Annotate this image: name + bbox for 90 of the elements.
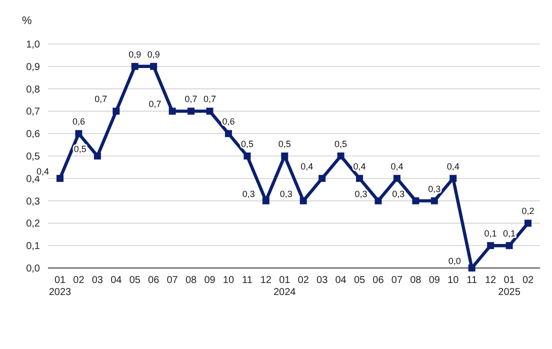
x-tick-label: 02 [522,275,534,286]
data-label: 0,4 [353,161,366,172]
point [487,242,494,250]
data-label: 0,7 [148,99,162,110]
point [281,152,288,160]
point [506,242,513,250]
x-tick-label: 10 [448,275,460,286]
point [300,197,307,204]
y-tick-label: 0,6 [26,129,40,140]
data-label: 0,3 [280,188,292,199]
x-tick-label: 08 [185,275,198,286]
y-tick-label: 0,5 [26,152,40,162]
x-tick-label: 02 [73,275,85,286]
y-tick-label: 0,9 [26,62,40,73]
data-label: 0,4 [446,161,460,172]
x-tick-label: 01 2025 [498,275,521,298]
x-tick-label: 11 [466,275,478,286]
data-label: 0,9 [128,49,142,60]
data-label: 0,7 [94,94,108,104]
data-label: 0,1 [503,228,516,239]
point [75,130,82,138]
x-tick-label: 01 2023 [48,275,72,298]
data-label: 0,9 [147,49,160,60]
point [56,174,64,182]
point [206,108,214,115]
y-tick-label: 0,4 [26,174,40,185]
x-tick-label: 02 [298,275,310,286]
data-label: 0,3 [242,188,255,199]
data-label: 0,5 [74,144,86,154]
point [450,174,457,182]
point [318,174,326,182]
point [468,264,476,272]
x-tick-label: 06 [372,275,384,286]
data-label: 0,0 [448,256,461,266]
point [524,220,532,227]
x-tick-label: 03 [92,275,104,286]
point [393,174,400,182]
point [244,152,251,160]
y-tick-label: 0,3 [26,196,40,208]
x-tick-label: 08 [410,275,422,286]
point [150,62,158,70]
data-label: 0,4 [36,166,49,176]
point [262,197,270,204]
data-label: 0,5 [278,139,291,149]
y-tick-label: 1,0 [26,40,40,50]
x-tick-label: 11 [242,275,253,286]
x-tick-label: 04 [110,275,122,286]
data-label: 0,6 [222,116,235,127]
data-label: 0,4 [390,161,404,172]
data-label: 0,1 [484,228,497,239]
point [112,108,120,115]
point [224,130,232,138]
x-tick-label: 12 [260,275,272,286]
point [430,197,438,204]
point [94,152,101,160]
data-label: 0,6 [72,116,85,127]
point [356,174,364,182]
point [131,62,138,70]
data-label: 0,5 [334,139,348,149]
data-label: 0,7 [204,94,216,104]
y-tick-label: 0,1 [26,241,40,252]
point [412,197,420,204]
data-label: 0,2 [522,206,534,216]
y-tick-label: 0,2 [26,218,40,230]
data-label: 0,3 [428,184,441,194]
y-tick-label: 0,8 [26,84,40,96]
point [374,197,382,204]
x-tick-label: 01 2024 [274,275,296,298]
data-label: 0,3 [392,188,405,199]
x-tick-label: 12 [484,275,497,286]
x-tick-label: 05 [354,275,366,286]
y-tick-label: 0,0 [26,264,40,274]
x-tick-label: 05 [129,275,141,286]
point [188,108,195,115]
point [168,108,176,115]
x-tick-label: 10 [222,275,234,286]
y-tick-label: 0,7 [26,106,40,118]
x-tick-label: 06 [148,275,160,286]
x-tick-label: 04 [335,275,347,286]
data-label: 0,7 [184,94,198,104]
data-label: 0,5 [240,139,254,149]
point [337,152,344,160]
x-tick-label: 07 [166,275,178,286]
data-label: 0,3 [354,188,368,199]
data-label: 0,4 [300,161,314,172]
x-tick-label: 07 [391,275,403,286]
x-tick-label: 03 [316,275,328,286]
x-tick-label: 09 [204,275,216,286]
y-axis-title: % [22,15,32,27]
x-tick-label: 09 [428,275,440,286]
